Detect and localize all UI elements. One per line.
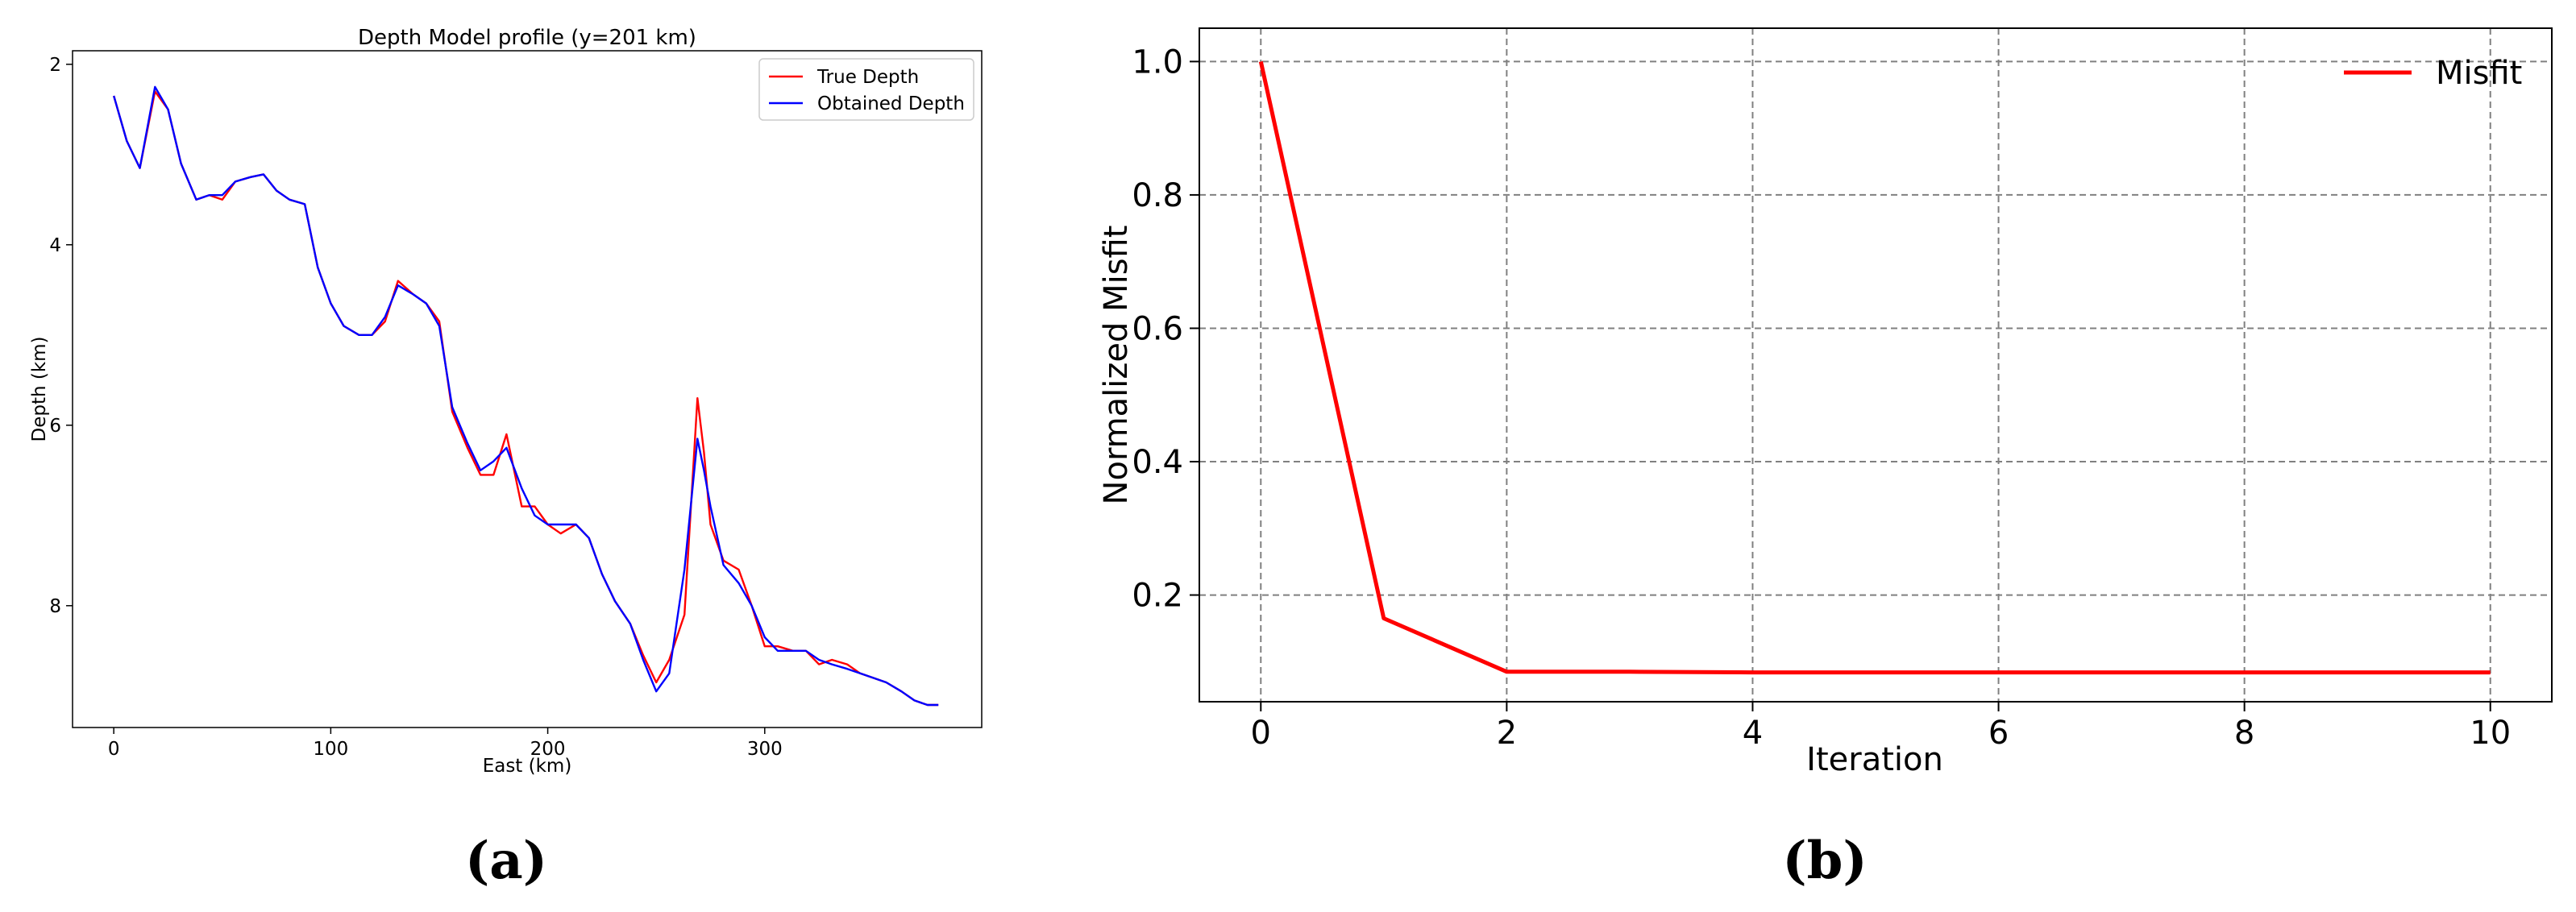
chart-b-grid	[1199, 28, 2552, 702]
chart-a-x-tick-label-0: 0	[108, 739, 120, 760]
chart-b-y-tick-label-2: 0.6	[1132, 310, 1183, 347]
chart-b-x-tick-label-3: 6	[1988, 715, 2009, 752]
chart-a-series-line-1	[113, 85, 939, 707]
chart-a-y-tick-label-3: 8	[49, 596, 61, 617]
chart-b-x-label: Iteration	[1806, 741, 1943, 778]
chart-a-series-group	[113, 85, 939, 707]
chart-a-x-ticks: 0 100 200 300	[108, 728, 783, 760]
chart-a-y-ticks: 2 4 6 8	[49, 55, 73, 617]
chart-b-legend-label-0: Misfit	[2436, 55, 2522, 92]
depth-profile-chart: Depth Model profile (y=201 km) 0 100 200 30…	[29, 26, 983, 777]
chart-a-title: Depth Model profile (y=201 km)	[358, 26, 696, 50]
chart-b-y-tick-label-1: 0.4	[1132, 444, 1183, 481]
misfit-chart: 0 2 4 6 8 10 0.2 0.4 0.6 0.8 1.0 Iteration Normal…	[1098, 27, 2553, 778]
chart-b-series-group	[1258, 60, 2491, 675]
chart-b-x-tick-label-2: 4	[1743, 715, 1763, 752]
chart-a-y-tick-label-0: 2	[49, 55, 61, 76]
chart-a-x-label: East (km)	[483, 756, 572, 777]
chart-b-x-tick-label-4: 8	[2234, 715, 2254, 752]
chart-b-y-ticks: 0.2 0.4 0.6 0.8 1.0	[1132, 44, 1199, 615]
chart-b-y-label: Normalized Misfit	[1098, 226, 1135, 505]
chart-a-axes-frame	[72, 50, 983, 728]
chart-a-y-label: Depth (km)	[29, 336, 50, 441]
chart-a-legend-box	[758, 58, 974, 121]
chart-b-legend: Misfit	[2344, 55, 2522, 92]
chart-b-x-tick-label-1: 2	[1497, 715, 1517, 752]
chart-b-y-tick-label-4: 1.0	[1132, 44, 1183, 81]
chart-a-legend-label-1: Obtained Depth	[817, 93, 965, 114]
panel-label-b: (b)	[1782, 831, 1867, 891]
chart-b-y-tick-label-3: 0.8	[1132, 177, 1183, 214]
chart-a-legend: True Depth Obtained Depth	[758, 58, 974, 121]
chart-a-x-tick-label-1: 100	[313, 739, 348, 760]
chart-a-x-tick-label-2: 200	[530, 739, 566, 760]
chart-b-series-line-0	[1258, 60, 2491, 675]
panel-label-a: (a)	[465, 831, 547, 891]
chart-b-x-tick-label-5: 10	[2470, 715, 2511, 752]
chart-b-x-ticks: 0 2 4 6 8 10	[1251, 702, 2511, 752]
chart-b-x-tick-label-0: 0	[1251, 715, 1271, 752]
chart-a-legend-label-0: True Depth	[816, 67, 919, 88]
chart-b-axes-frame	[1199, 27, 2553, 703]
chart-a-y-tick-label-1: 4	[49, 235, 61, 256]
chart-a-y-tick-label-2: 6	[49, 416, 61, 437]
chart-b-y-tick-label-0: 0.2	[1132, 578, 1183, 615]
chart-a-x-tick-label-3: 300	[747, 739, 783, 760]
